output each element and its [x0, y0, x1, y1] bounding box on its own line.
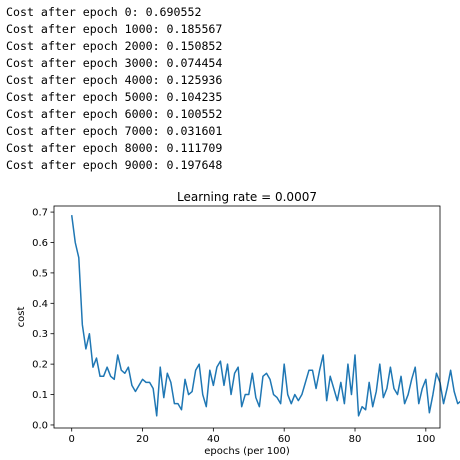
log-line: Cost after epoch 0: 0.690552	[6, 5, 202, 19]
chart-title: Learning rate = 0.0007	[177, 190, 317, 204]
x-tick-label: 100	[416, 434, 435, 445]
x-tick-label: 0	[69, 434, 75, 445]
x-tick-label: 60	[278, 434, 291, 445]
cost-series-line	[70, 215, 460, 417]
log-line: Cost after epoch 4000: 0.125936	[6, 73, 223, 87]
y-tick-label: 0.5	[32, 268, 48, 279]
log-line: Cost after epoch 1000: 0.185567	[6, 22, 223, 36]
y-tick-label: 0.2	[32, 360, 48, 371]
y-tick-label: 0.7	[32, 208, 48, 219]
log-line: Cost after epoch 8000: 0.111709	[6, 141, 223, 155]
log-line: Cost after epoch 9000: 0.197648	[6, 158, 223, 172]
log-line: Cost after epoch 6000: 0.100552	[6, 107, 223, 121]
x-tick-label: 80	[349, 434, 362, 445]
x-axis: 0 20 40 60 80 100	[69, 428, 435, 445]
y-tick-label: 0.1	[32, 390, 48, 401]
y-tick-label: 0.0	[32, 420, 48, 431]
plot-frame	[53, 205, 441, 429]
x-tick-label: 40	[207, 434, 220, 445]
y-axis-label: cost	[16, 307, 27, 328]
y-tick-label: 0.6	[32, 238, 48, 249]
training-log: Cost after epoch 0: 0.690552 Cost after e…	[6, 4, 222, 174]
log-line: Cost after epoch 7000: 0.031601	[6, 124, 223, 138]
log-line: Cost after epoch 5000: 0.104235	[6, 90, 223, 104]
y-axis: 0.0 0.1 0.2 0.3 0.4 0.5 0.6 0.7	[32, 208, 54, 431]
x-tick-label: 20	[136, 434, 149, 445]
x-axis-label: epochs (per 100)	[204, 446, 290, 457]
plot-area	[70, 215, 460, 417]
log-line: Cost after epoch 2000: 0.150852	[6, 39, 223, 53]
y-tick-label: 0.3	[32, 329, 48, 340]
y-tick-label: 0.4	[32, 299, 48, 310]
log-line: Cost after epoch 3000: 0.074454	[6, 56, 223, 70]
